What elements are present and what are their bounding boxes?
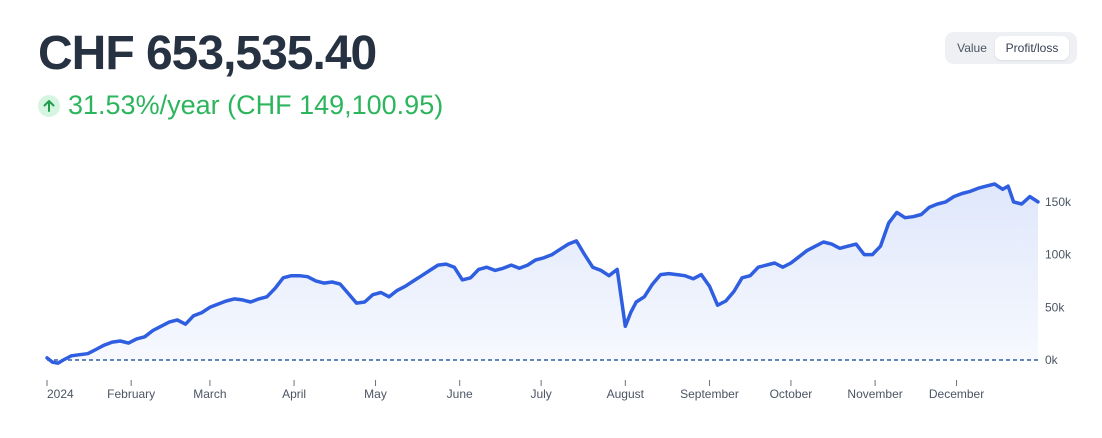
toggle-value-button[interactable]: Value: [957, 41, 987, 55]
x-tick-label: March: [193, 387, 226, 401]
series-line[interactable]: [45, 182, 1040, 365]
x-tick-label: May: [364, 387, 387, 401]
x-tick-label: February: [107, 387, 155, 401]
y-tick-label: 50k: [1045, 300, 1065, 314]
x-tick-label: June: [447, 387, 473, 401]
x-tick-label: November: [847, 387, 902, 401]
x-tick-label: August: [607, 387, 645, 401]
y-tick-label: 150k: [1045, 195, 1072, 209]
arrow-up-icon: [38, 94, 60, 117]
x-tick-label: September: [680, 387, 739, 401]
chart-mode-toggle: Value Profit/loss: [945, 32, 1077, 64]
x-tick-label: April: [282, 387, 306, 401]
x-tick-label: December: [929, 387, 984, 401]
y-tick-label: 100k: [1045, 248, 1072, 262]
annual-return: 31.53%/year (CHF 149,100.95): [38, 90, 443, 121]
x-tick-label: July: [530, 387, 551, 401]
y-tick-label: 0k: [1045, 353, 1059, 367]
x-tick-label: 2024: [47, 387, 74, 401]
x-tick-label: October: [770, 387, 813, 401]
toggle-profit-loss-button[interactable]: Profit/loss: [995, 36, 1069, 60]
series-area: [47, 184, 1038, 364]
annual-return-text: 31.53%/year (CHF 149,100.95): [68, 90, 444, 120]
portfolio-total-value: CHF 653,535.40: [38, 27, 377, 80]
